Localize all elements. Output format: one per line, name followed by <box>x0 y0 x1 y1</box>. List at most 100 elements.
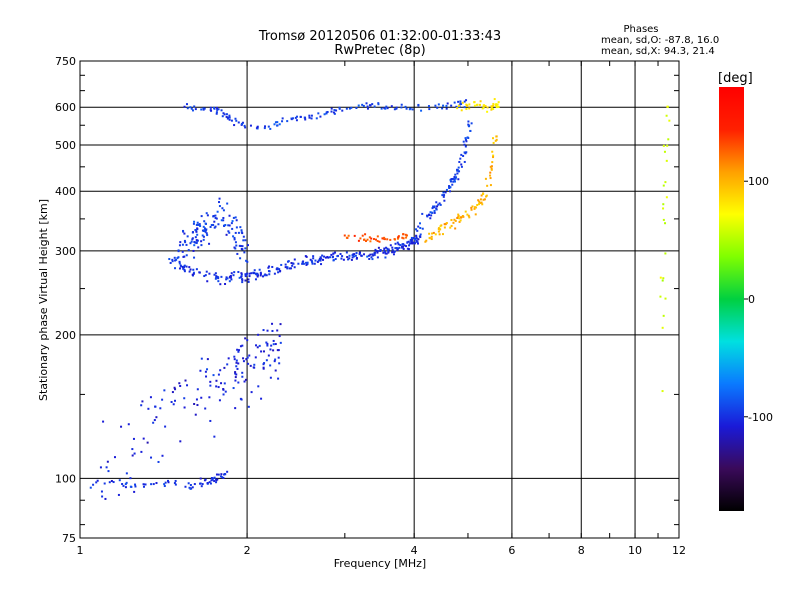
data-point <box>445 104 448 107</box>
data-point <box>239 345 242 348</box>
data-point <box>171 391 174 394</box>
data-point <box>246 339 249 342</box>
data-point <box>464 145 467 148</box>
data-point <box>326 255 329 258</box>
data-point <box>212 215 215 218</box>
data-point <box>239 257 242 260</box>
data-point <box>362 104 365 107</box>
data-point <box>104 497 107 500</box>
data-point <box>225 113 228 116</box>
data-point <box>431 207 434 210</box>
data-point <box>237 350 240 353</box>
data-point <box>439 203 442 206</box>
data-point <box>428 236 431 239</box>
data-point <box>456 107 459 110</box>
data-point <box>274 358 277 361</box>
data-point <box>157 460 160 463</box>
data-point <box>489 177 492 180</box>
data-point <box>384 252 387 255</box>
data-point <box>367 254 370 257</box>
data-point <box>449 226 452 229</box>
data-point <box>220 109 223 112</box>
data-point <box>310 114 313 117</box>
data-point <box>153 419 156 422</box>
data-point <box>379 249 382 252</box>
data-point <box>436 205 439 208</box>
data-point <box>218 197 221 200</box>
data-point <box>224 282 227 285</box>
data-point <box>368 236 371 239</box>
data-point <box>245 358 248 361</box>
data-point <box>391 246 394 249</box>
data-point <box>361 103 364 106</box>
data-point <box>450 219 453 222</box>
data-point <box>234 379 237 382</box>
data-point <box>117 493 120 496</box>
data-point <box>219 369 222 372</box>
data-point <box>490 108 493 111</box>
data-point <box>662 218 665 221</box>
data-point <box>452 180 455 183</box>
data-point <box>271 329 274 332</box>
data-point <box>89 486 92 489</box>
data-point <box>241 344 244 347</box>
data-point <box>433 211 436 214</box>
data-point <box>410 238 413 241</box>
data-point <box>462 140 465 143</box>
data-point <box>314 259 317 262</box>
data-point <box>310 259 313 262</box>
data-point <box>191 238 194 241</box>
data-point <box>118 479 121 482</box>
data-point <box>213 220 216 223</box>
data-point <box>409 107 412 110</box>
data-point <box>450 224 453 227</box>
data-point <box>400 103 403 106</box>
data-point <box>373 253 376 256</box>
data-point <box>442 191 445 194</box>
data-point <box>664 297 667 300</box>
data-point <box>179 440 182 443</box>
data-point <box>183 239 186 242</box>
data-point <box>204 230 207 233</box>
data-point <box>662 277 665 280</box>
data-point <box>664 252 667 255</box>
data-point <box>278 123 281 126</box>
data-point <box>463 143 466 146</box>
y-tick-label: 300 <box>55 245 76 258</box>
data-point <box>242 357 245 360</box>
data-point <box>417 103 420 106</box>
data-point <box>108 481 111 484</box>
data-point <box>662 314 665 317</box>
data-point <box>449 186 452 189</box>
chart-subtitle: RwPretec (8p) <box>334 43 425 58</box>
data-point <box>358 251 361 254</box>
data-point <box>394 242 397 245</box>
data-point <box>244 126 247 129</box>
data-point <box>169 261 172 264</box>
data-point <box>463 106 466 109</box>
data-point <box>263 274 266 277</box>
data-point <box>291 117 294 120</box>
data-point <box>478 103 481 106</box>
data-point <box>204 407 207 410</box>
data-point <box>358 253 361 256</box>
data-point <box>408 244 411 247</box>
data-point <box>227 224 230 227</box>
data-point <box>223 382 226 385</box>
data-point <box>215 217 218 220</box>
data-point <box>437 227 440 230</box>
data-point <box>208 481 211 484</box>
data-point <box>259 274 262 277</box>
data-point <box>432 231 435 234</box>
data-point <box>426 215 429 218</box>
data-point <box>161 398 164 401</box>
data-point <box>224 224 227 227</box>
data-point <box>178 260 181 263</box>
data-point <box>295 115 298 118</box>
data-point <box>206 368 209 371</box>
data-point <box>243 251 246 254</box>
data-point <box>256 346 259 349</box>
data-point <box>233 236 236 239</box>
data-point <box>398 246 401 249</box>
data-point <box>376 240 379 243</box>
